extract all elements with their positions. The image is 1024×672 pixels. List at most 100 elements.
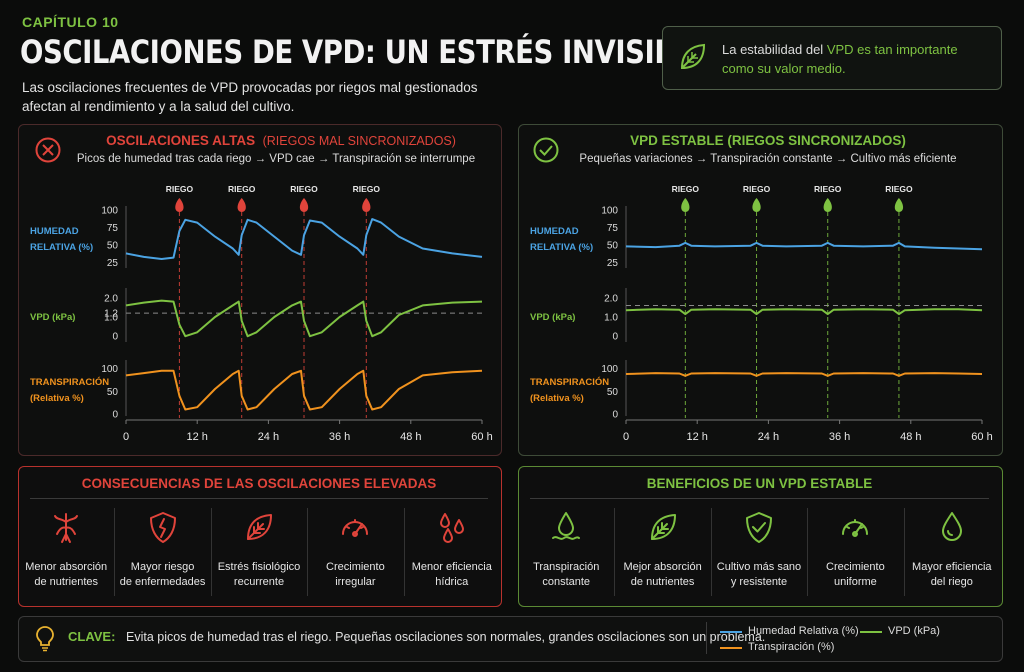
leaf-icon (247, 514, 272, 540)
divider (30, 498, 488, 499)
y-axis-label: RELATIVA (%) (530, 242, 593, 253)
benefit-item-label: Crecimiento irregular (307, 560, 403, 590)
drop-icon (237, 198, 246, 212)
item-line2: del riego (930, 576, 973, 588)
key-message-text: La estabilidad del (722, 42, 827, 57)
legend-swatch-transpiration (720, 647, 742, 649)
check-circle-icon (533, 137, 559, 163)
page-title: OSCILACIONES DE VPD: UN ESTRÉS INVISIBLE (20, 33, 711, 71)
shield-check-icon (746, 512, 772, 543)
chapter-label: CAPÍTULO 10 (22, 14, 119, 30)
item-line1: Mayor eficiencia (912, 561, 992, 573)
y-tick-label: 75 (607, 223, 619, 234)
drop-icon (175, 198, 184, 212)
item-line1: Crecimiento (826, 561, 885, 573)
footer-text: Evita picos de humedad tras el riego. Pe… (126, 630, 766, 644)
item-line2: recurrente (233, 576, 285, 588)
legend-swatch-vpd (860, 631, 882, 633)
drop-wave-icon (552, 512, 581, 540)
divider (903, 508, 905, 596)
y-tick-label: 50 (107, 387, 119, 398)
item-line1: Cultivo más sano (716, 561, 802, 573)
series-line (125, 369, 483, 411)
divider (114, 508, 116, 596)
x-circle-icon (35, 137, 61, 163)
page-subtitle: Las oscilaciones frecuentes de VPD provo… (22, 80, 478, 114)
divider (307, 508, 309, 596)
divider (614, 508, 616, 596)
item-line1: Menor eficiencia (411, 561, 492, 573)
divider (706, 622, 707, 654)
item-line1: Estrés fisiológico (217, 561, 301, 573)
item-line2: y resistente (730, 576, 788, 588)
key-message: La estabilidad del VPD es tan importante… (722, 40, 992, 78)
x-tick-label: 48 h (900, 431, 921, 443)
right-panel-title: VPD ESTABLE (RIEGOS SINCRONIZADOS) (630, 133, 906, 148)
x-tick-label: 0 (123, 431, 129, 443)
legend-humidity: Humedad Relativa (%) (748, 625, 859, 637)
chart-oscillations: RIEGO RIEGO RIEGO RIEGO 100 75 50 25 HUMEDAD RELA… (30, 184, 493, 443)
y-tick-label: 100 (601, 206, 618, 217)
key-message-box (662, 26, 1002, 90)
item-line2: irregular (335, 576, 376, 588)
item-line2: de nutrientes (34, 576, 98, 588)
lightbulb-icon (36, 626, 54, 652)
left-panel-title-paren: (RIEGOS MAL SINCRONIZADOS) (262, 134, 456, 148)
series-line (625, 372, 983, 377)
y-axis-label: VPD (kPa) (530, 312, 575, 323)
x-tick-label: 36 h (329, 431, 350, 443)
divider (807, 508, 809, 596)
key-message-highlight: VPD es tan importante como su valor medi… (722, 42, 958, 76)
drop-icon (941, 512, 962, 541)
riego-label: RIEGO (166, 184, 194, 194)
y-tick-label: 100 (101, 206, 118, 217)
x-tick-label: 48 h (400, 431, 421, 443)
benefit-item-label: Menor absorción de nutrientes (18, 560, 114, 590)
drop-icon (823, 198, 832, 212)
item-line2: hídrica (435, 576, 469, 588)
footer-label: CLAVE: (68, 629, 116, 644)
legend-swatch-humidity (720, 631, 742, 633)
y-tick-label: 0 (612, 332, 618, 343)
benefits-title: BENEFICIOS DE UN VPD ESTABLE (646, 476, 873, 491)
drop-icon (362, 198, 371, 212)
y-axis-label: (Relativa %) (30, 393, 84, 404)
left-panel-subtitle: Picos de humedad tras cada riego → VPD c… (76, 153, 476, 165)
legend-transpiration: Transpiración (%) (748, 641, 835, 653)
left-panel-title-main: OSCILACIONES ALTAS (106, 133, 256, 148)
item-line1: Mayor riesgo (130, 561, 195, 573)
gauge-icon (342, 519, 369, 537)
riego-label: RIEGO (885, 184, 913, 194)
left-panel-title: OSCILACIONES ALTAS (RIEGOS MAL SINCRONIZ… (86, 133, 476, 148)
benefit-item-label: Estrés fisiológico recurrente (211, 560, 307, 590)
drop-icon (894, 198, 904, 212)
riego-label: RIEGO (290, 184, 318, 194)
riego-label: RIEGO (353, 184, 381, 194)
y-tick-label: 0 (112, 410, 118, 421)
series-line (625, 308, 983, 316)
x-tick-label: 24 h (258, 431, 279, 443)
y-tick-label: 75 (107, 223, 119, 234)
x-tick-label: 12 h (186, 431, 207, 443)
series-line (125, 299, 483, 338)
riego-label: RIEGO (672, 184, 700, 194)
y-tick-label: 0 (112, 332, 118, 343)
x-tick-label: 60 h (971, 431, 992, 443)
leaf-icon (680, 43, 706, 70)
y-tick-label: 25 (107, 258, 119, 269)
item-line1: Menor absorción (25, 561, 108, 573)
y-axis-label: HUMEDAD (30, 226, 79, 237)
right-panel-subtitle: Pequeñas variaciones → Transpiración con… (579, 153, 957, 165)
drop-icon (681, 198, 690, 212)
benefit-item-label: Crecimiento uniforme (807, 560, 903, 590)
benefit-item-label: Mejor absorción de nutrientes (614, 560, 710, 590)
shield-crack-icon (149, 512, 176, 543)
riego-label: RIEGO (743, 184, 771, 194)
item-line2: de nutrientes (630, 576, 695, 588)
y-tick-label: 25 (607, 258, 619, 269)
y-axis-label: (Relativa %) (530, 393, 584, 404)
series-line (625, 241, 983, 251)
benefit-item-label: Menor eficiencia hídrica (404, 560, 500, 590)
x-tick-label: 24 h (758, 431, 779, 443)
item-line2: de enfermedades (119, 576, 206, 588)
